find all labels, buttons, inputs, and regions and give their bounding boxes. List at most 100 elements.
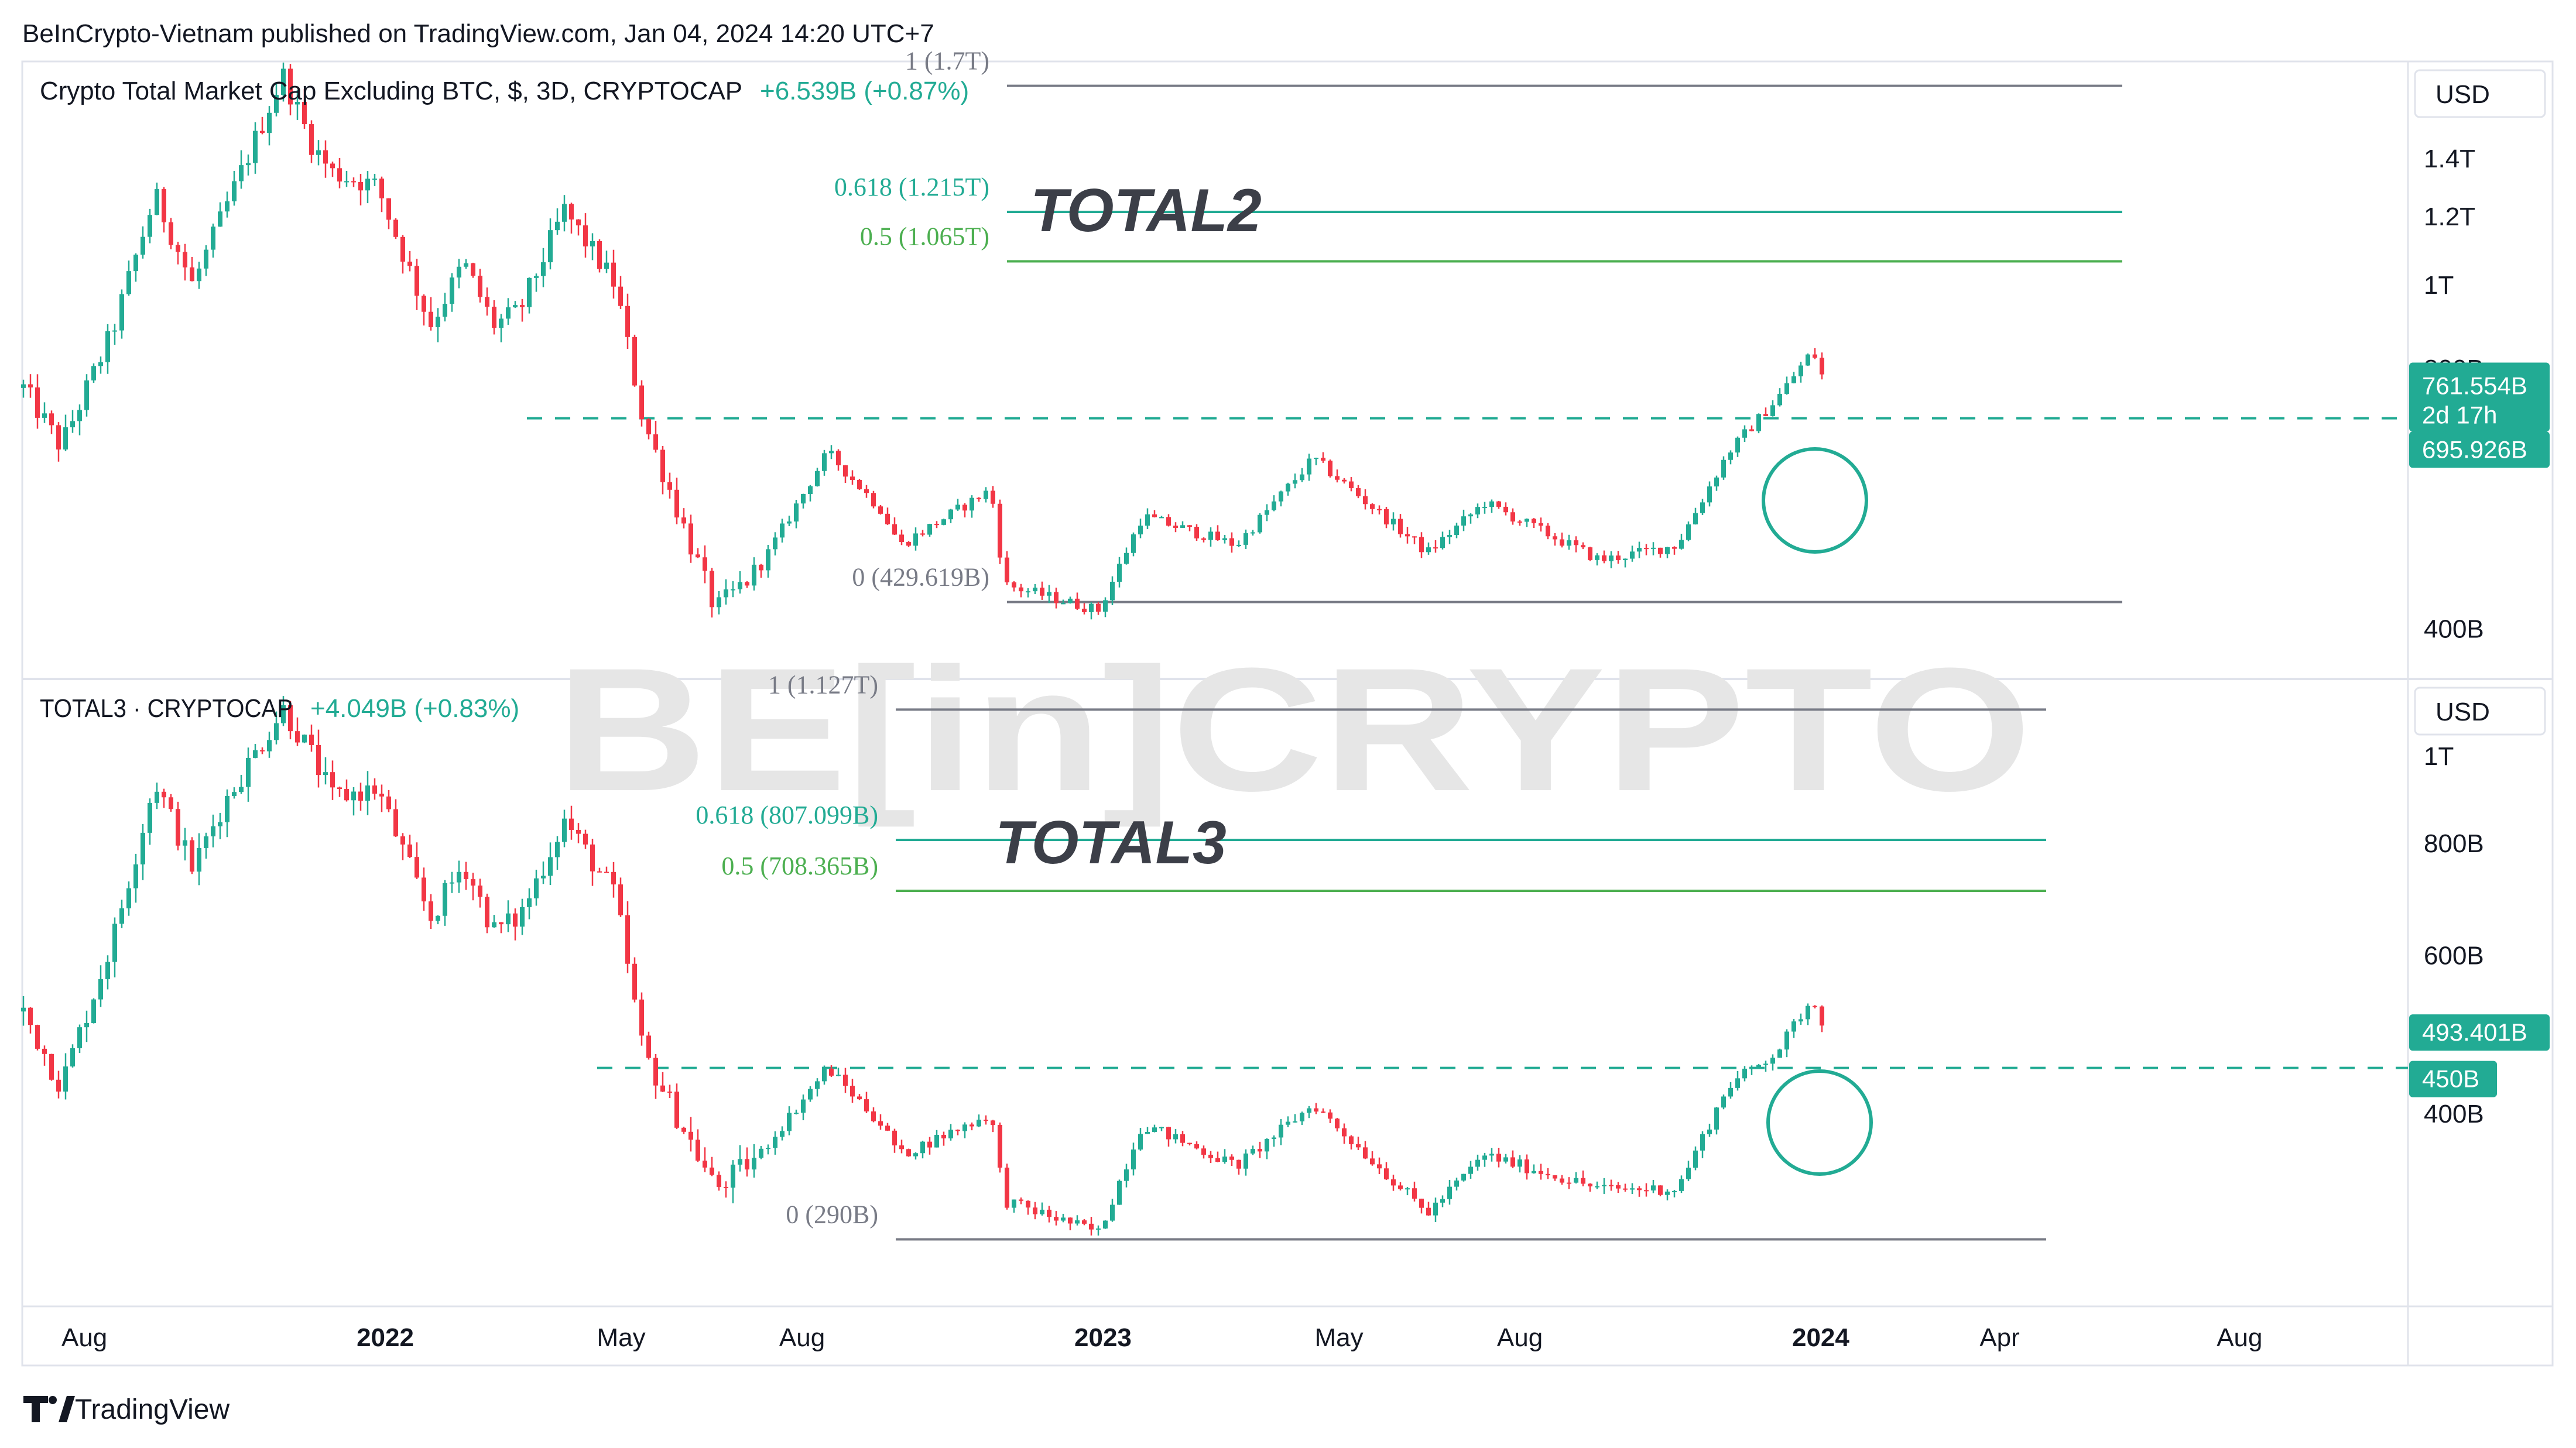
candle-body (119, 294, 124, 331)
candle-body (1693, 1150, 1698, 1168)
candle-body (513, 913, 518, 927)
candle-body (1517, 521, 1522, 523)
candle-body (906, 1149, 911, 1157)
candle-body (703, 557, 707, 571)
candle-body (632, 337, 637, 386)
candle-body (569, 204, 574, 219)
candle-body (674, 489, 679, 518)
level-price-value: 695.926B (2422, 435, 2527, 463)
candle-body (1244, 1153, 1248, 1169)
candle-body (1728, 452, 1733, 460)
candle-body (1412, 1188, 1417, 1199)
time-axis-label: Aug (61, 1323, 107, 1352)
candle-body (1152, 514, 1157, 517)
candle-body (365, 179, 370, 191)
candle-body (28, 384, 33, 387)
candle-body (422, 877, 426, 902)
candle-body (1005, 1167, 1009, 1208)
candle-body (822, 1068, 827, 1082)
candle-body (351, 181, 356, 183)
candle-body (84, 1022, 89, 1028)
candle-body (843, 465, 848, 477)
candle-body (1061, 603, 1066, 605)
candle-body (148, 215, 152, 237)
candle-body (1693, 513, 1698, 524)
candle-body (155, 189, 159, 215)
candle-body (1770, 405, 1775, 416)
candle-body (162, 189, 166, 222)
candle-body (1152, 1127, 1157, 1132)
candle-body (1286, 1121, 1290, 1125)
candle-body (604, 262, 609, 269)
time-axis-label: Aug (2217, 1323, 2262, 1352)
candle-body (1721, 459, 1726, 478)
candle-body (56, 425, 61, 450)
candle-body (1454, 525, 1459, 536)
candle-body (267, 740, 272, 752)
candle-body (239, 165, 244, 181)
candle-body (892, 524, 897, 535)
candle-body (1567, 1182, 1571, 1184)
candle-body (295, 731, 300, 743)
candle-body (1707, 1129, 1712, 1134)
candle-body (871, 1111, 876, 1121)
candle-body (400, 836, 405, 845)
candle-body (724, 589, 728, 598)
candle-body (1742, 429, 1747, 438)
candle-body (1258, 1149, 1262, 1152)
candle-body (1307, 1108, 1311, 1113)
candle-body (1602, 1185, 1606, 1186)
big-series-label: TOTAL2 (1030, 177, 1262, 245)
candle-body (1117, 1181, 1122, 1205)
candle-body (471, 879, 475, 886)
candle-body (183, 840, 187, 846)
candle-body (197, 847, 201, 872)
candle-body (1644, 1190, 1649, 1192)
candle-body (197, 268, 201, 282)
candle-body (49, 1054, 54, 1080)
candle-body (850, 476, 855, 481)
candle-body (485, 897, 489, 928)
candle-body (63, 427, 68, 450)
candle-body (998, 503, 1002, 558)
candle-body (358, 791, 363, 801)
candle-body (323, 150, 328, 164)
candle-body (1426, 547, 1431, 553)
currency-label: USD (2435, 80, 2490, 109)
candle-body (344, 181, 349, 183)
candle-body (1166, 1127, 1171, 1140)
candle-body (1363, 1147, 1368, 1159)
candle-body (77, 410, 82, 421)
candle-body (934, 524, 939, 526)
candle-body (576, 219, 581, 226)
candle-body (527, 898, 532, 907)
currency-button[interactable] (2414, 69, 2546, 118)
candle-body (892, 1130, 897, 1145)
candle-body (555, 842, 560, 857)
candle-body (1546, 1174, 1550, 1176)
candle-body (1328, 1112, 1332, 1119)
candle-body (787, 1113, 792, 1131)
candle-body (337, 787, 342, 790)
candle-body (1447, 535, 1452, 537)
candle-body (1749, 429, 1754, 431)
candle-body (611, 871, 616, 885)
candle-body (372, 785, 377, 794)
candle-body (1595, 555, 1599, 560)
candle-body (302, 735, 307, 743)
currency-button[interactable] (2414, 687, 2546, 736)
candle-body (864, 489, 869, 493)
candle-body (464, 871, 468, 880)
candle-body (927, 524, 932, 535)
candle-body (632, 963, 637, 1000)
candle-body (1194, 527, 1199, 538)
candle-body (885, 1126, 890, 1131)
candle-body (464, 263, 468, 267)
candle-body (42, 1048, 47, 1054)
candle-body (1328, 461, 1332, 476)
candle-body (1419, 537, 1424, 553)
y-tick-label: 600B (2424, 942, 2484, 970)
candle-body (1581, 545, 1585, 548)
candle-body (1539, 523, 1543, 526)
candle-body (1215, 531, 1220, 541)
